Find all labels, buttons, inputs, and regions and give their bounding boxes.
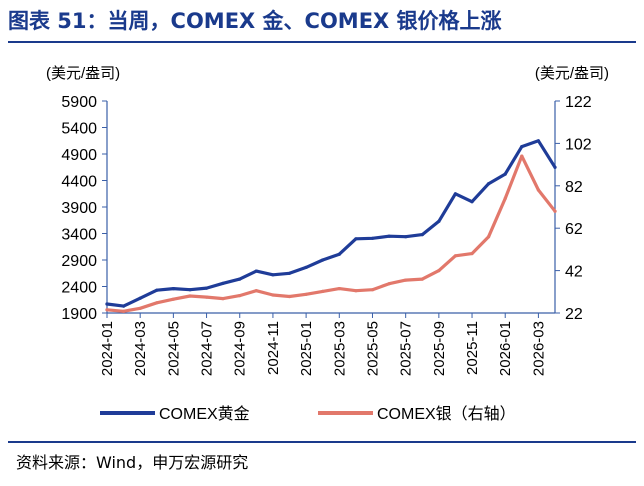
gold-price-point bbox=[105, 302, 109, 306]
silver-price-point bbox=[271, 293, 275, 297]
gold-price-point bbox=[271, 273, 275, 277]
silver-price-point bbox=[238, 294, 242, 298]
silver-price-point bbox=[138, 306, 142, 310]
x-tick-label: 2024-05 bbox=[165, 321, 182, 376]
silver-price-line bbox=[105, 154, 557, 313]
right-tick-label: 122 bbox=[565, 94, 592, 111]
silver-price-point bbox=[370, 288, 375, 292]
gold-price-point bbox=[503, 172, 507, 176]
silver-price-point bbox=[404, 278, 408, 282]
gold-price-point bbox=[304, 265, 308, 269]
silver-price-point bbox=[536, 188, 541, 192]
x-tick-label: 2025-07 bbox=[398, 321, 415, 376]
silver-price-point bbox=[105, 308, 109, 312]
silver-price-point bbox=[287, 294, 292, 299]
left-tick-label: 3900 bbox=[61, 200, 97, 217]
gold-price-point bbox=[404, 235, 408, 239]
silver-price-point bbox=[387, 282, 391, 286]
gold-price-point bbox=[122, 304, 126, 308]
left-tick-label: 3400 bbox=[61, 227, 97, 244]
gold-price-point bbox=[155, 288, 159, 292]
source-divider bbox=[8, 441, 636, 443]
left-axis-unit-label: (美元/盎司) bbox=[46, 65, 120, 82]
right-axis-unit-label: (美元/盎司) bbox=[535, 65, 609, 82]
gold-price-point bbox=[321, 258, 325, 262]
x-tick-label: 2024-01 bbox=[99, 321, 116, 376]
gold-price-point bbox=[437, 219, 441, 223]
legend-silver-label: COMEX银（右轴） bbox=[377, 405, 516, 423]
left-tick-label: 5400 bbox=[61, 121, 97, 138]
gold-price-point bbox=[138, 296, 142, 300]
silver-price-point bbox=[321, 289, 325, 293]
x-tick-label: 2025-01 bbox=[298, 321, 315, 376]
right-tick-label: 42 bbox=[565, 264, 583, 281]
gold-price-point bbox=[487, 182, 491, 186]
left-tick-label: 5900 bbox=[61, 94, 97, 111]
left-tick-label: 2900 bbox=[61, 253, 97, 270]
legend-gold-label: COMEX黄金 bbox=[159, 405, 250, 423]
gold-price-point bbox=[553, 165, 557, 169]
gold-price-point bbox=[536, 139, 541, 143]
right-tick-label: 62 bbox=[565, 221, 583, 238]
gold-price-point bbox=[337, 252, 341, 256]
silver-price-point bbox=[221, 297, 225, 301]
silver-price-point bbox=[337, 287, 341, 291]
gold-price-point bbox=[387, 234, 391, 238]
left-tick-label: 2400 bbox=[61, 280, 97, 297]
gold-price-line bbox=[105, 139, 557, 308]
gold-price-point bbox=[221, 281, 225, 285]
x-tick-label: 2025-05 bbox=[364, 321, 381, 376]
silver-price-point bbox=[155, 301, 159, 305]
gold-price-point bbox=[354, 237, 358, 241]
silver-price-point bbox=[122, 309, 126, 313]
title-divider bbox=[8, 41, 636, 43]
silver-price-point bbox=[553, 209, 557, 213]
x-tick-label: 2024-11 bbox=[265, 321, 282, 375]
x-tick-label: 2025-09 bbox=[431, 321, 448, 376]
chart-series bbox=[105, 139, 557, 313]
gold-price-point bbox=[205, 286, 209, 290]
silver-price-point bbox=[453, 254, 457, 258]
silver-price-point bbox=[188, 294, 192, 298]
gold-price-point bbox=[238, 277, 242, 281]
silver-price-point bbox=[470, 252, 474, 256]
dual-axis-line-chart: (美元/盎司) (美元/盎司) 1900 2400 2900 3400 3900 4400… bbox=[46, 65, 609, 423]
gold-price-point bbox=[370, 236, 375, 240]
silver-price-point bbox=[354, 289, 358, 293]
gold-price-point bbox=[287, 271, 292, 275]
right-tick-label: 82 bbox=[565, 179, 583, 196]
x-tick-label: 2024-09 bbox=[232, 321, 249, 376]
silver-price-point bbox=[503, 196, 507, 201]
silver-price-point bbox=[254, 289, 258, 293]
silver-price-point bbox=[171, 297, 175, 301]
silver-price-point bbox=[205, 295, 209, 299]
chart-legend: COMEX黄金 COMEX银（右轴） bbox=[100, 405, 516, 423]
gold-price-point bbox=[453, 192, 457, 196]
silver-price-point bbox=[520, 154, 524, 158]
x-tick-label: 2025-03 bbox=[331, 321, 348, 376]
chart-axes: 1900 2400 2900 3400 3900 4400 4900 5400 5900 22 42… bbox=[61, 94, 591, 376]
left-tick-label: 1900 bbox=[61, 306, 97, 323]
gold-price-point bbox=[254, 269, 258, 273]
figure-title: 图表 51：当周，COMEX 金、COMEX 银价格上涨 bbox=[8, 9, 502, 33]
x-tick-label: 2025-11 bbox=[464, 321, 481, 375]
silver-price-point bbox=[437, 269, 441, 273]
gold-price-point bbox=[420, 233, 424, 237]
right-tick-label: 22 bbox=[565, 306, 583, 323]
gold-price-point bbox=[520, 145, 524, 149]
silver-price-point bbox=[304, 292, 308, 296]
right-tick-label: 102 bbox=[565, 136, 592, 153]
x-tick-label: 2024-07 bbox=[199, 321, 216, 376]
source-note: 资料来源：Wind，申万宏源研究 bbox=[16, 453, 249, 472]
silver-price-point bbox=[420, 277, 424, 281]
gold-price-point bbox=[171, 287, 175, 291]
x-tick-label: 2026-01 bbox=[497, 321, 514, 376]
x-tick-label: 2026-03 bbox=[530, 321, 547, 376]
silver-price-point bbox=[487, 235, 491, 239]
left-tick-label: 4400 bbox=[61, 174, 97, 191]
left-tick-label: 4900 bbox=[61, 147, 97, 164]
x-tick-label: 2024-03 bbox=[132, 321, 149, 376]
gold-price-point bbox=[470, 200, 474, 204]
gold-price-point bbox=[188, 288, 192, 292]
